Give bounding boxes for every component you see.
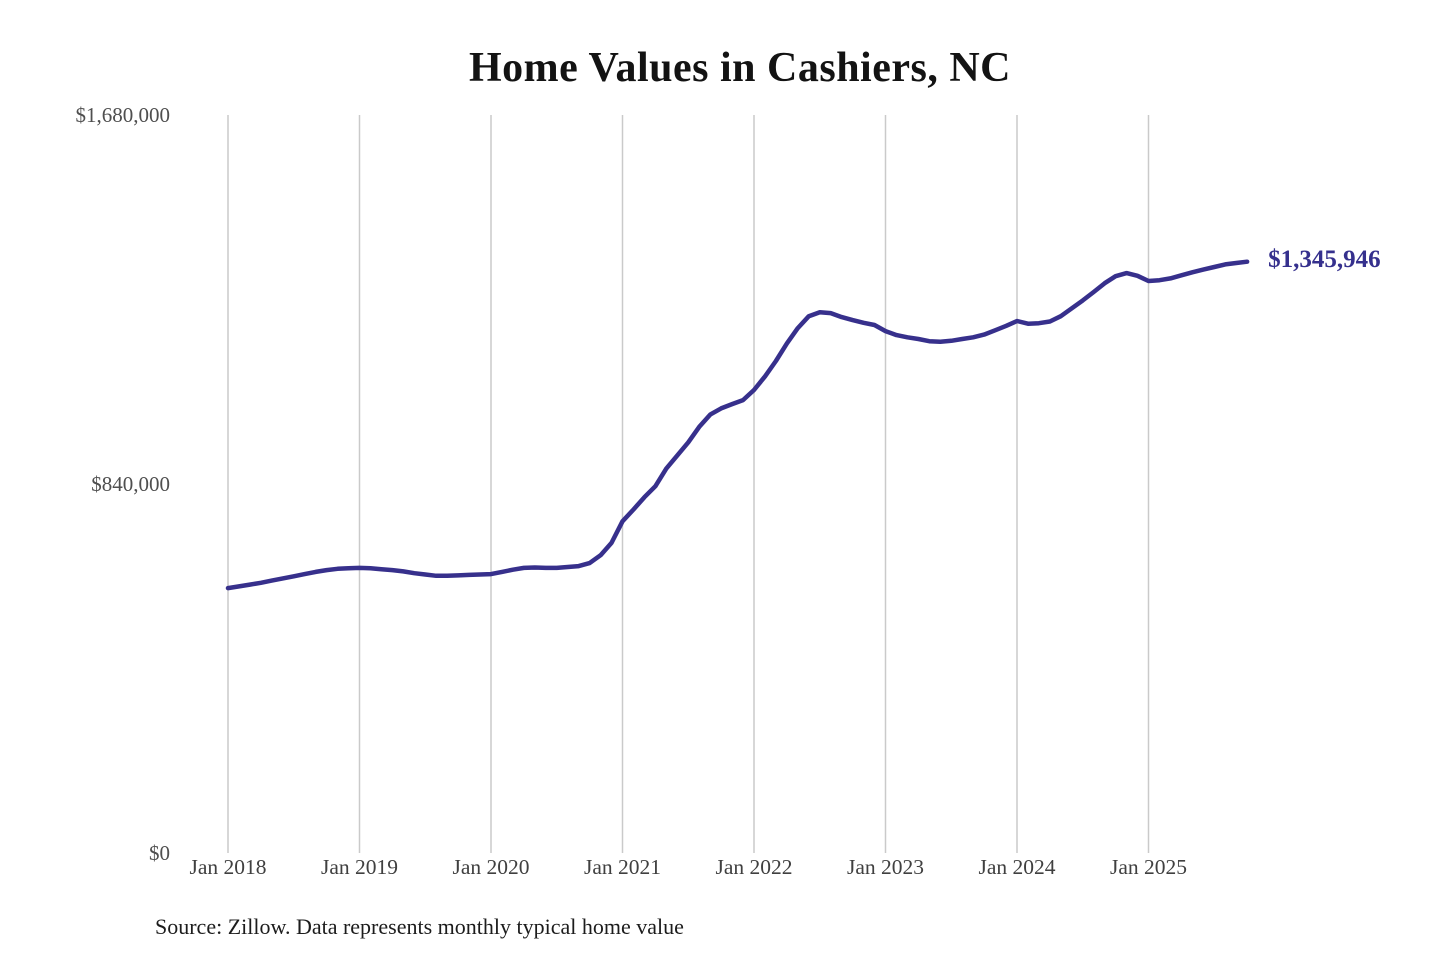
y-tick-label: $840,000	[91, 472, 170, 496]
x-tick-label: Jan 2018	[189, 855, 267, 879]
y-tick-label: $1,680,000	[75, 103, 171, 127]
x-tick-label: Jan 2021	[583, 855, 662, 879]
x-tick-label: Jan 2020	[452, 855, 530, 879]
x-tick-label: Jan 2019	[320, 855, 399, 879]
home-value-line	[225, 259, 1250, 591]
source-note: Source: Zillow. Data represents monthly …	[155, 914, 684, 939]
x-tick-label: Jan 2024	[978, 855, 1056, 879]
x-tick-label: Jan 2022	[715, 855, 793, 879]
x-tick-label: Jan 2023	[846, 855, 925, 879]
line-end-value-label: $1,345,946	[1268, 245, 1381, 273]
chart-title: Home Values in Cashiers, NC	[468, 45, 1012, 91]
y-tick-label: $0	[149, 841, 170, 865]
x-tick-label: Jan 2025	[1109, 855, 1188, 879]
